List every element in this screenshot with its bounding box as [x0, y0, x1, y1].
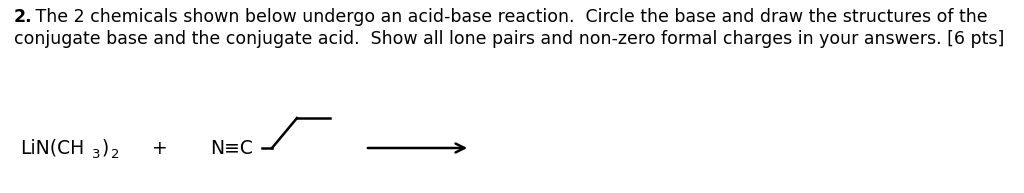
Text: N≡C: N≡C [210, 139, 253, 157]
Text: 2: 2 [111, 148, 120, 162]
Text: 2.: 2. [14, 8, 33, 26]
Text: +: + [153, 139, 168, 157]
Text: The 2 chemicals shown below undergo an acid-base reaction.  Circle the base and : The 2 chemicals shown below undergo an a… [30, 8, 987, 26]
Text: conjugate base and the conjugate acid.  Show all lone pairs and non-zero formal : conjugate base and the conjugate acid. S… [14, 30, 1005, 48]
Text: 3: 3 [92, 148, 100, 162]
Text: LiN(CH: LiN(CH [20, 139, 84, 157]
Text: ): ) [102, 139, 110, 157]
